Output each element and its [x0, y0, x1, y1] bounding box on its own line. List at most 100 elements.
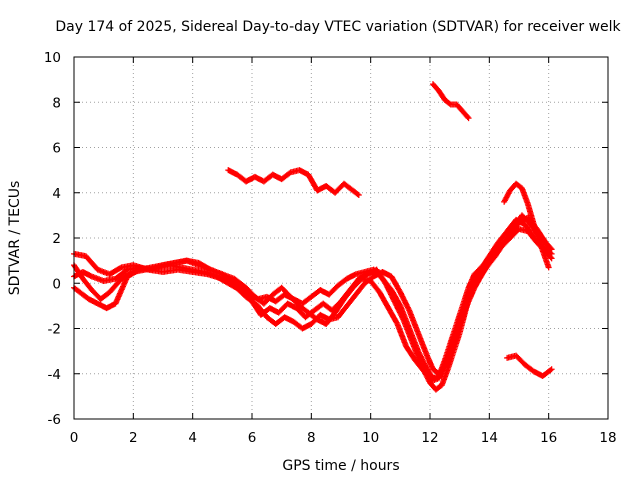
series-track-e [225, 167, 362, 199]
data-point-segment [231, 282, 248, 299]
data-point-segment [94, 266, 112, 277]
data-point-segment [361, 274, 376, 287]
data-point-segment [385, 305, 400, 326]
x-tick-label: 14 [481, 430, 498, 446]
data-point-segment [424, 352, 436, 371]
data-point-segment [530, 221, 543, 245]
y-tick-labels: -6 -4 -2 0 2 4 6 8 10 [44, 50, 61, 428]
x-tick-label: 16 [540, 430, 557, 446]
data-point-segment [447, 333, 460, 357]
data-points [71, 81, 555, 393]
data-point-segment [299, 294, 314, 307]
data-point-segment [183, 257, 201, 266]
data-point-segment [124, 267, 141, 280]
data-point-segment [287, 293, 302, 308]
data-point-segment [435, 87, 447, 102]
y-tick-label: 8 [52, 95, 61, 111]
data-point-segment [106, 265, 124, 278]
y-axis-label: SDTVAR / TECUs [7, 181, 23, 296]
data-point-segment [513, 180, 524, 191]
x-tick-label: 18 [599, 430, 616, 446]
data-point-segment [305, 171, 320, 193]
data-point-segment [429, 81, 441, 93]
y-tick-label: -2 [48, 322, 61, 338]
data-point-segment [278, 170, 293, 183]
data-point-segment [498, 233, 512, 248]
data-point-segment [352, 281, 367, 298]
y-tick-label: 4 [52, 186, 61, 202]
data-point-segment [243, 293, 260, 308]
data-point-segment [326, 283, 340, 298]
data-point-segment [106, 276, 124, 296]
data-point-segment [501, 188, 513, 205]
data-point-segment [486, 240, 501, 260]
series-track-a [71, 225, 555, 382]
data-point-segment [204, 271, 224, 282]
data-point-segment [349, 187, 362, 199]
data-point-segment [349, 276, 364, 291]
data-point-segment [507, 220, 522, 239]
data-point-segment [400, 316, 415, 344]
data-point-segment [447, 327, 460, 350]
data-point-segment [79, 291, 91, 302]
data-point-segment [340, 180, 355, 193]
data-point-segment [432, 382, 444, 393]
x-tick-label: 0 [70, 430, 79, 446]
data-point-segment [477, 254, 492, 273]
data-point-segment [82, 253, 100, 272]
data-point-segment [231, 275, 248, 290]
series-track-g [504, 352, 555, 380]
data-point-segment [397, 289, 412, 313]
data-point-segment [513, 352, 527, 367]
y-tick-label: -6 [48, 412, 61, 428]
chart-title: Day 174 of 2025, Sidereal Day-to-day VTE… [55, 19, 621, 35]
data-point-segment [296, 302, 311, 315]
data-point-segment [536, 239, 552, 271]
y-tick-label: 10 [44, 50, 61, 66]
data-point-segment [112, 267, 130, 282]
data-point-segment [409, 339, 424, 367]
data-point-segment [524, 201, 537, 226]
data-point-segment [243, 284, 257, 299]
data-point-segment [332, 297, 347, 316]
x-tick-label: 8 [307, 430, 316, 446]
data-point-segment [130, 262, 150, 273]
x-tick-label: 12 [421, 430, 438, 446]
data-point-segment [88, 273, 106, 284]
data-point-segment [343, 292, 358, 309]
x-tick-label: 2 [129, 430, 138, 446]
data-point-segment [489, 243, 504, 262]
data-point-segment [450, 331, 463, 355]
data-point-segment [542, 239, 555, 253]
data-point-segment [376, 289, 391, 310]
data-point-segment [335, 304, 349, 321]
y-tick-label: 0 [52, 276, 61, 292]
data-point-segment [435, 365, 447, 377]
data-point-segment [394, 320, 409, 349]
data-point-segment [453, 101, 465, 114]
data-point-segment [438, 367, 451, 389]
data-point-segment [340, 286, 355, 303]
grid [74, 57, 608, 419]
data-point-segment [219, 275, 236, 288]
data-point-segment [459, 108, 472, 122]
x-tick-label: 6 [248, 430, 257, 446]
data-point-segment [278, 284, 293, 299]
data-point-segment [97, 290, 112, 303]
data-point-segment [441, 96, 453, 107]
x-tick-label: 10 [362, 430, 379, 446]
data-point-segment [254, 302, 269, 319]
data-point-segment [335, 276, 349, 289]
data-point-segment [539, 366, 555, 380]
series-track-d [71, 214, 555, 377]
data-point-segment [465, 286, 477, 305]
data-point-segment [406, 307, 421, 335]
data-point-segment [403, 343, 418, 362]
series-track-b [71, 216, 555, 393]
data-point-segment [480, 256, 495, 275]
x-tick-label: 4 [188, 430, 197, 446]
data-point-segment [459, 299, 472, 321]
data-point-segment [453, 315, 466, 339]
y-tick-label: 2 [52, 231, 61, 247]
